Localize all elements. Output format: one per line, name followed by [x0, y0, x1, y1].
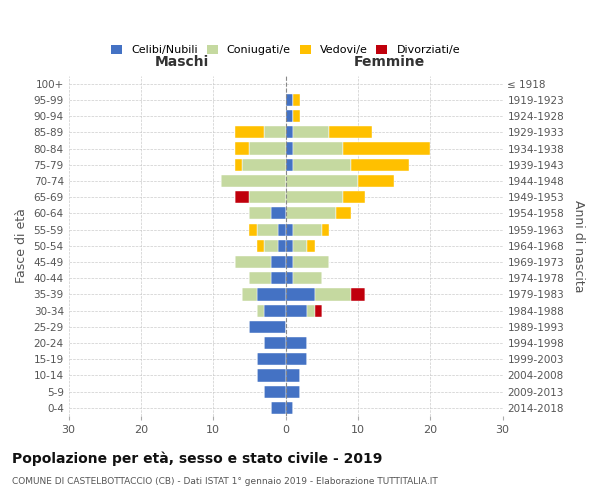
Text: Femmine: Femmine: [354, 55, 425, 69]
Bar: [278, 224, 286, 235]
Bar: [329, 126, 373, 138]
Bar: [286, 386, 300, 398]
Bar: [250, 191, 286, 203]
Bar: [336, 208, 350, 220]
Bar: [293, 110, 300, 122]
Bar: [293, 272, 322, 284]
Bar: [286, 256, 293, 268]
Bar: [293, 142, 343, 154]
Text: Popolazione per età, sesso e stato civile - 2019: Popolazione per età, sesso e stato civil…: [12, 451, 382, 466]
Bar: [250, 321, 286, 333]
Bar: [293, 126, 329, 138]
Bar: [293, 256, 329, 268]
Y-axis label: Anni di nascita: Anni di nascita: [572, 200, 585, 292]
Bar: [286, 370, 300, 382]
Bar: [293, 224, 322, 235]
Text: COMUNE DI CASTELBOTTACCIO (CB) - Dati ISTAT 1° gennaio 2019 - Elaborazione TUTTI: COMUNE DI CASTELBOTTACCIO (CB) - Dati IS…: [12, 477, 438, 486]
Bar: [250, 272, 271, 284]
Bar: [264, 126, 286, 138]
Bar: [343, 191, 365, 203]
Bar: [293, 94, 300, 106]
Bar: [286, 94, 293, 106]
Bar: [250, 142, 286, 154]
Bar: [235, 126, 264, 138]
Bar: [235, 158, 242, 171]
Bar: [264, 386, 286, 398]
Bar: [286, 353, 307, 366]
Legend: Celibi/Nubili, Coniugati/e, Vedovi/e, Divorziati/e: Celibi/Nubili, Coniugati/e, Vedovi/e, Di…: [107, 40, 464, 60]
Bar: [257, 370, 286, 382]
Bar: [235, 256, 271, 268]
Bar: [286, 240, 293, 252]
Bar: [271, 256, 286, 268]
Bar: [350, 288, 365, 300]
Bar: [250, 224, 257, 235]
Bar: [242, 158, 286, 171]
Bar: [350, 158, 409, 171]
Bar: [314, 304, 322, 316]
Bar: [293, 158, 350, 171]
Bar: [271, 272, 286, 284]
Bar: [250, 208, 271, 220]
Bar: [257, 224, 278, 235]
Bar: [286, 208, 336, 220]
Bar: [307, 240, 314, 252]
Bar: [257, 304, 264, 316]
Bar: [286, 126, 293, 138]
Bar: [286, 110, 293, 122]
Bar: [257, 240, 264, 252]
Bar: [264, 240, 278, 252]
Bar: [286, 272, 293, 284]
Y-axis label: Fasce di età: Fasce di età: [15, 208, 28, 283]
Bar: [286, 288, 314, 300]
Bar: [257, 353, 286, 366]
Bar: [286, 224, 293, 235]
Bar: [235, 142, 250, 154]
Text: Maschi: Maschi: [154, 55, 209, 69]
Bar: [322, 224, 329, 235]
Bar: [264, 304, 286, 316]
Bar: [286, 175, 358, 187]
Bar: [358, 175, 394, 187]
Bar: [264, 337, 286, 349]
Bar: [286, 304, 307, 316]
Bar: [271, 402, 286, 414]
Bar: [343, 142, 430, 154]
Bar: [307, 304, 314, 316]
Bar: [235, 191, 250, 203]
Bar: [286, 337, 307, 349]
Bar: [314, 288, 350, 300]
Bar: [286, 191, 343, 203]
Bar: [286, 402, 293, 414]
Bar: [278, 240, 286, 252]
Bar: [242, 288, 257, 300]
Bar: [286, 158, 293, 171]
Bar: [293, 240, 307, 252]
Bar: [257, 288, 286, 300]
Bar: [271, 208, 286, 220]
Bar: [221, 175, 286, 187]
Bar: [286, 142, 293, 154]
